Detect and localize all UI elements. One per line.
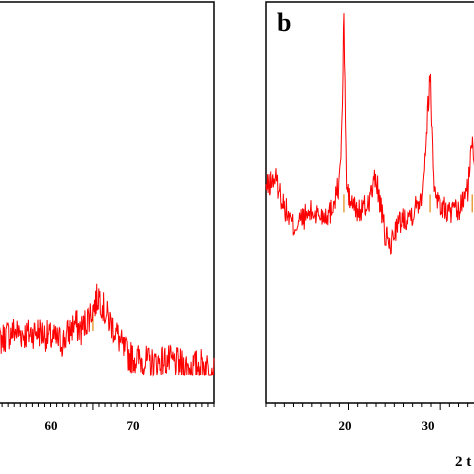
panel-a-series-line [0, 283, 215, 377]
panel-a-frame [0, 1, 215, 404]
panel-b-x-axis-title: 2 t [455, 454, 471, 470]
panel-a-tick-label-60: 60 [45, 418, 58, 433]
panel-b-tick-label-30: 30 [422, 418, 435, 433]
panel-a-ticks [1, 403, 215, 410]
panel-b-markers [343, 194, 473, 213]
panel-a: 60 70 [0, 1, 215, 433]
panel-b-ticks [265, 403, 469, 410]
panel-b-label: b [277, 8, 291, 37]
panel-a-tick-label-70: 70 [127, 418, 140, 433]
panel-b: b 20 30 2 t [265, 1, 474, 470]
panel-b-tick-label-20: 20 [339, 418, 352, 433]
panel-b-series-line [265, 13, 474, 256]
